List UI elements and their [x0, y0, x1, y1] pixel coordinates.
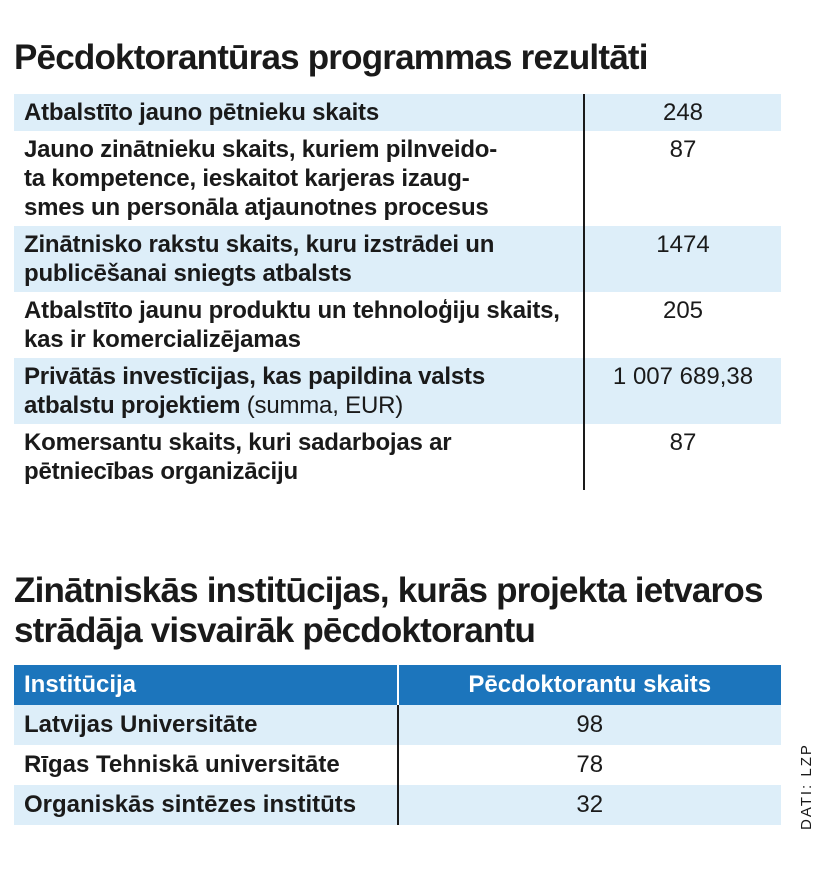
table-row: Atbalstīto jaunu produktu un tehnoloģiju… — [14, 292, 781, 358]
table-row: Zinātnisko rakstu skaits, kuru izstrādei… — [14, 226, 781, 292]
table-row: Organiskās sintēzes institūts 32 — [14, 785, 781, 825]
row-value: 1 007 689,38 — [583, 358, 781, 424]
row-unit: (summa, EUR) — [246, 392, 404, 419]
institution-count: 98 — [396, 705, 781, 745]
row-label: Zinātnisko rakstu skaits, kuru izstrādei… — [14, 226, 584, 292]
table-row: Rīgas Tehniskā universitāte 78 — [14, 745, 781, 785]
institution-name: Rīgas Tehniskā universitāte — [24, 751, 340, 778]
table-row: Latvijas Universitāte 98 — [14, 705, 781, 745]
institutions-title: Zinātniskās institūcijas, kurās projekta… — [14, 571, 763, 650]
table-row: Privātās investīcijas, kas papildina val… — [14, 358, 781, 424]
row-label: Jauno zinātnieku skaits, kuriem pilnveid… — [24, 136, 498, 221]
results-table: Atbalstīto jauno pētnieku skaits 248 Jau… — [14, 94, 781, 490]
row-value: 87 — [583, 131, 781, 226]
table-row: Jauno zinātnieku skaits, kuriem pilnveid… — [14, 131, 781, 226]
table-row: Komersantu skaits, kuri sadarbojas ar pē… — [14, 424, 781, 490]
row-value: 87 — [583, 424, 781, 490]
row-label: Privātās investīcijas, kas papildina val… — [14, 358, 584, 424]
institutions-table: Institūcija Pēcdoktorantu skaits Latvija… — [14, 665, 781, 825]
table-row: Atbalstīto jauno pētnieku skaits 248 — [14, 94, 781, 131]
row-label: Atbalstīto jaunu produktu un tehnoloģiju… — [24, 297, 560, 353]
header-institution: Institūcija — [14, 665, 398, 705]
institution-name: Organiskās sintēzes institūts — [14, 785, 398, 825]
institution-count: 32 — [396, 785, 781, 825]
row-value: 1474 — [583, 226, 781, 292]
row-label: Atbalstīto jauno pētnieku skaits — [14, 94, 584, 131]
institution-count: 78 — [396, 745, 781, 785]
header-count: Pēcdoktorantu skaits — [396, 665, 781, 705]
row-value: 248 — [583, 94, 781, 131]
row-value: 205 — [583, 292, 781, 358]
row-label: Komersantu skaits, kuri sadarbojas ar pē… — [24, 429, 452, 485]
results-title: Pēcdoktorantūras programmas rezultāti — [14, 38, 648, 77]
table-header-row: Institūcija Pēcdoktorantu skaits — [14, 665, 781, 705]
source-credit: DATI: LZP — [798, 743, 815, 830]
institution-name: Latvijas Universitāte — [14, 705, 398, 745]
